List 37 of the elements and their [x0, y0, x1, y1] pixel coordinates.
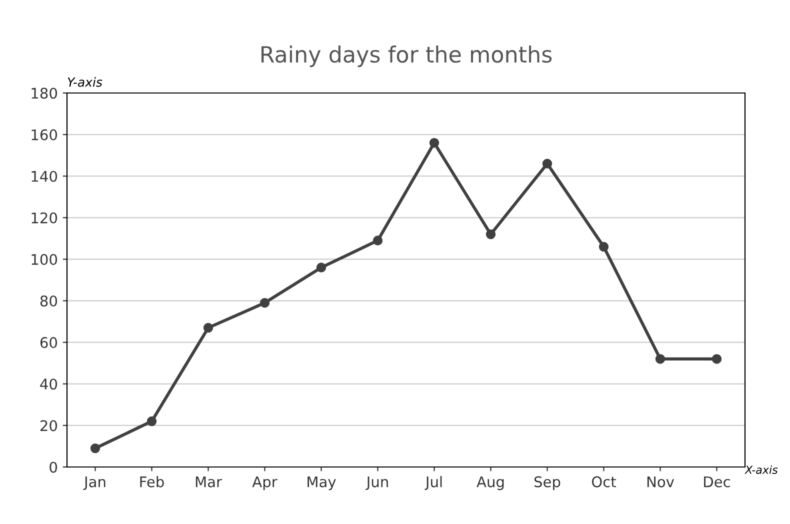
x-tick-label: Jun — [366, 476, 388, 490]
x-tick-label: Apr — [252, 476, 278, 490]
y-tick-label: 180 — [32, 88, 58, 99]
x-tick-label: Mar — [196, 476, 222, 488]
y-tick-label: 40 — [40, 378, 58, 390]
y-tick-label: 100 — [32, 254, 58, 265]
point — [542, 158, 552, 169]
point — [260, 298, 270, 308]
y-axis-title: Y-axis — [68, 77, 102, 87]
point — [655, 354, 666, 364]
x-axis-title: X-axis — [744, 465, 778, 474]
point — [598, 242, 609, 252]
x-tick-label: Jan — [83, 476, 106, 490]
point — [486, 229, 496, 240]
x-tick-label: Jul — [424, 476, 442, 490]
point — [429, 138, 440, 148]
x-tick-label: Aug — [476, 476, 504, 490]
point — [90, 443, 100, 454]
y-tick-label: 0 — [50, 462, 58, 473]
y-tick-label: 140 — [32, 170, 58, 182]
x-tick-label: Oct — [592, 476, 616, 488]
point — [146, 416, 157, 426]
point — [712, 354, 722, 364]
y-tick-label: 60 — [40, 337, 58, 348]
y-tick-label: 160 — [32, 129, 58, 140]
point — [203, 322, 214, 333]
x-tick-label: Dec — [704, 476, 730, 488]
y-tick-label: 20 — [40, 420, 58, 432]
chart-title: Rainy days for the months — [261, 46, 552, 68]
x-tick-label: May — [308, 476, 336, 490]
y-tick-label: 120 — [32, 212, 58, 224]
x-tick-label: Feb — [140, 476, 164, 488]
y-tick-label: 80 — [40, 295, 58, 307]
point — [316, 262, 326, 272]
point — [372, 236, 383, 246]
x-tick-label: Sep — [534, 476, 560, 490]
x-tick-label: Nov — [647, 476, 674, 488]
